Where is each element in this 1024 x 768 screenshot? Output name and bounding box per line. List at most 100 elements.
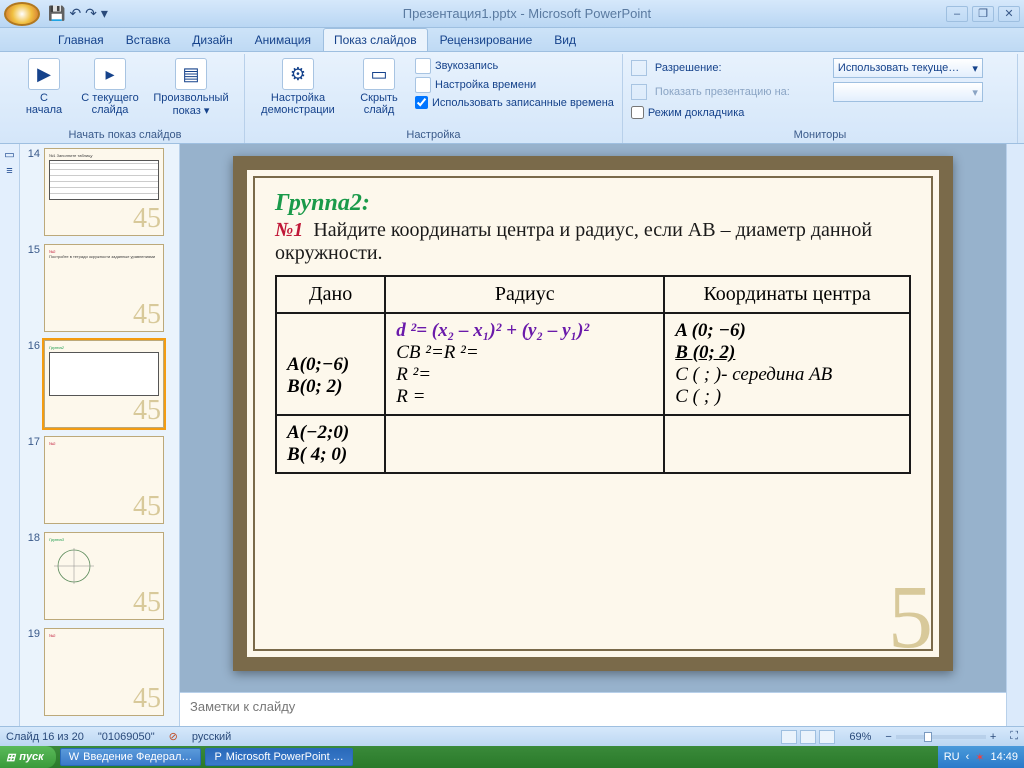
current-slide[interactable]: Группа2: №1 Найдите координаты центра и … [233,156,953,671]
zoom-percent[interactable]: 69% [849,731,871,743]
ribbon-group-start: ▶ С начала ▸ С текущего слайда ▤ Произво… [6,54,245,143]
tray-icon[interactable]: ✶ [975,751,984,764]
play-icon: ▶ [28,58,60,90]
table-cell: A(−2;0) B( 4; 0) [276,415,385,473]
setup-show-button[interactable]: ⚙ Настройка демонстрации [253,58,343,116]
show-on-dropdown[interactable]: ▾ [833,82,983,102]
work-area: ▭ ≡ 14№1 Заполните таблицу45 15№2Построй… [0,144,1024,726]
quick-access-toolbar: 💾 ↶ ↷ ▾ [48,5,108,22]
show-on-label: Показать презентацию на: [655,86,825,98]
slide-thumbnails-panel[interactable]: 14№1 Заполните таблицу45 15№2Постройте в… [20,144,180,726]
taskbar-item[interactable]: P Microsoft PowerPoint … [205,748,352,766]
clock-icon [415,77,431,93]
window-title: Презентация1.pptx - Microsoft PowerPoint [108,6,946,21]
close-button[interactable]: ✕ [998,6,1020,22]
slide-title: Группа2: [275,190,911,217]
minimize-button[interactable]: – [946,6,968,22]
slide-canvas[interactable]: Группа2: №1 Найдите координаты центра и … [180,144,1006,692]
math-table: Дано Радиус Координаты центра A(0;−6) B(… [275,275,911,474]
clock[interactable]: 14:49 [990,751,1018,763]
task-text: №1 Найдите координаты центра и радиус, е… [275,219,911,265]
slide-counter: Слайд 16 из 20 [6,731,84,743]
presenter-view-checkbox[interactable]: Режим докладчика [631,106,1009,119]
monitor-icon [631,60,647,76]
thumbnail-15[interactable]: 15№2Постройте в тетради окружности задан… [24,244,179,332]
col-header: Радиус [385,276,664,313]
table-cell [664,415,910,473]
slide-editor: Группа2: №1 Найдите координаты центра и … [180,144,1006,726]
thumbnail-19[interactable]: 19№245 [24,628,179,716]
outline-slides-tabs: ▭ ≡ [0,144,20,726]
record-narration-button[interactable]: Звукозапись [415,58,614,74]
resolution-dropdown[interactable]: Использовать текуще…▾ [833,58,983,78]
thumbnail-17[interactable]: 17№245 [24,436,179,524]
vertical-scrollbar[interactable] [1006,144,1024,726]
zoom-slider[interactable]: − + [885,731,996,743]
status-bar: Слайд 16 из 20 "01069050" ⊘ русский 69% … [0,726,1024,746]
redo-icon[interactable]: ↷ [85,5,97,22]
tab-home[interactable]: Главная [48,29,114,51]
thumbnail-18[interactable]: 18Группа345 [24,532,179,620]
table-cell: A(0;−6) B(0; 2) [276,313,385,415]
use-timings-checkbox[interactable]: Использовать записанные времена [415,96,614,109]
col-header: Координаты центра [664,276,910,313]
group-label: Начать показ слайдов [14,127,236,143]
start-button[interactable]: ⊞ пуск [0,746,56,768]
title-bar: 💾 ↶ ↷ ▾ Презентация1.pptx - Microsoft Po… [0,0,1024,28]
undo-icon[interactable]: ↶ [69,5,81,22]
slides-tab-icon[interactable]: ▭ [4,148,14,161]
tab-review[interactable]: Рецензирование [430,29,543,51]
chevron-down-icon: ▾ [972,86,978,99]
powerpoint-icon: P [214,751,221,763]
tray-icon[interactable]: ‹ [966,751,970,763]
slideshow-view-button[interactable] [819,730,835,744]
tab-slideshow[interactable]: Показ слайдов [323,28,428,51]
normal-view-button[interactable] [781,730,797,744]
zoom-out-icon[interactable]: − [885,731,891,743]
fit-to-window-button[interactable]: ⛶ [1010,730,1018,743]
tab-insert[interactable]: Вставка [116,29,181,51]
word-icon: W [69,751,79,763]
tab-design[interactable]: Дизайн [182,29,242,51]
view-buttons [781,730,835,744]
qat-more-icon[interactable]: ▾ [101,5,108,22]
microphone-icon [415,58,431,74]
notes-pane[interactable]: Заметки к слайду [180,692,1006,726]
windows-taskbar: ⊞ пуск W Введение Федерал… P Microsoft P… [0,746,1024,768]
table-cell [385,415,664,473]
spell-check-icon[interactable]: ⊘ [169,730,178,743]
hide-slide-icon: ▭ [363,58,395,90]
custom-show-button[interactable]: ▤ Произвольный показ ▾ [146,58,236,117]
ribbon-group-monitors: Разрешение: Использовать текуще…▾ Показа… [623,54,1018,143]
outline-tab-icon[interactable]: ≡ [6,165,12,177]
save-icon[interactable]: 💾 [48,5,65,22]
chevron-down-icon: ▾ [972,62,978,75]
maximize-button[interactable]: ❐ [972,6,994,22]
language-indicator[interactable]: русский [192,731,231,743]
windows-logo-icon: ⊞ [6,751,15,764]
group-label: Мониторы [631,127,1009,143]
group-label: Настройка [253,127,614,143]
sorter-view-button[interactable] [800,730,816,744]
taskbar-item[interactable]: W Введение Федерал… [60,748,202,766]
custom-show-icon: ▤ [175,58,207,90]
zoom-in-icon[interactable]: + [990,731,996,743]
window-controls: – ❐ ✕ [946,6,1020,22]
tab-view[interactable]: Вид [544,29,586,51]
setup-icon: ⚙ [282,58,314,90]
tab-animation[interactable]: Анимация [245,29,321,51]
monitor-icon [631,84,647,100]
rehearse-timings-button[interactable]: Настройка времени [415,77,614,93]
ribbon: ▶ С начала ▸ С текущего слайда ▤ Произво… [0,52,1024,144]
from-current-button[interactable]: ▸ С текущего слайда [80,58,140,116]
play-current-icon: ▸ [94,58,126,90]
theme-name: "01069050" [98,731,155,743]
from-beginning-button[interactable]: ▶ С начала [14,58,74,116]
slide-number-decoration: 5 [888,573,933,663]
thumbnail-14[interactable]: 14№1 Заполните таблицу45 [24,148,179,236]
table-cell: A (0; −6) B (0; 2) C ( ; )- середина АВ … [664,313,910,415]
keyboard-layout[interactable]: RU [944,751,960,763]
hide-slide-button[interactable]: ▭ Скрыть слайд [349,58,409,116]
thumbnail-16[interactable]: 16Группа245 [24,340,179,428]
office-button[interactable] [4,2,40,26]
